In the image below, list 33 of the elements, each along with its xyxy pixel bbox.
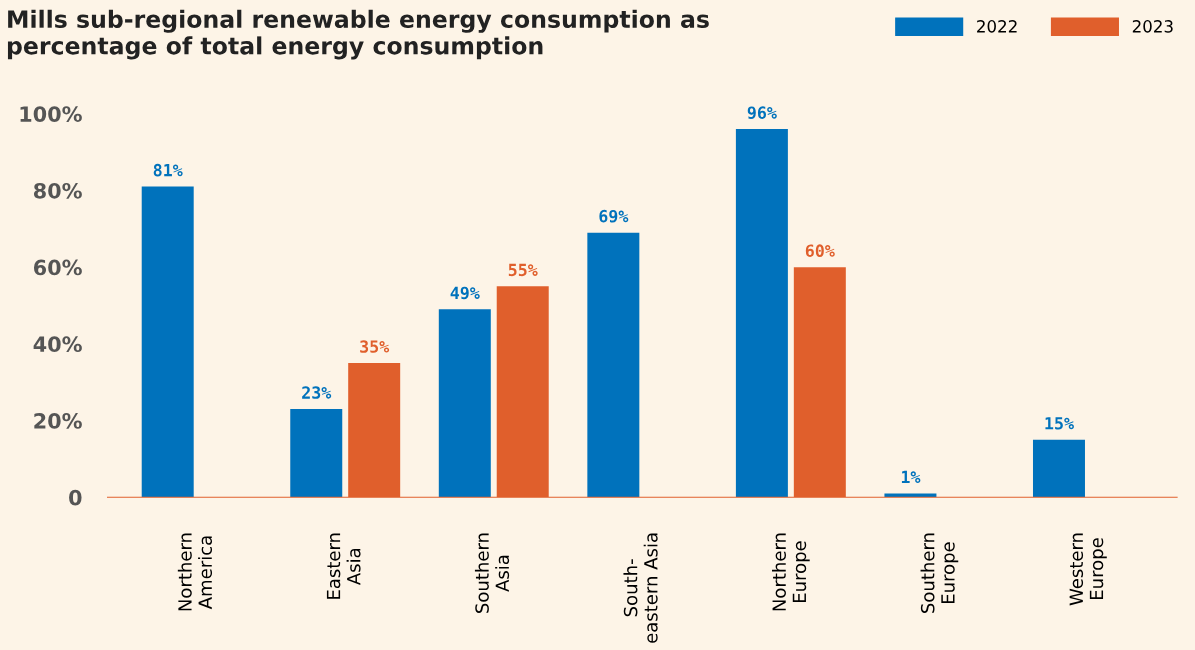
data-label: 49% (450, 286, 480, 300)
x-tick-label: Southern Europe (920, 533, 959, 613)
x-tick-label: Western Europe (1069, 533, 1107, 606)
legend-label: 2022 (977, 20, 1017, 33)
data-label: 69% (599, 209, 629, 223)
y-tick-label: 100% (20, 106, 82, 122)
x-tick-label: South- eastern Asia (623, 533, 658, 643)
x-tick-label: Northern Europe (772, 533, 810, 611)
data-label: 96% (747, 106, 777, 119)
data-label: 81% (153, 163, 183, 177)
chart-title: Mills sub-regional renewable energy consumption as percentage of total energy consumption (7, 9, 709, 60)
x-tick-label: Eastern Asia (326, 533, 361, 599)
x-tick-label: Southern Asia (474, 533, 510, 613)
bar (290, 409, 343, 498)
bar (438, 309, 491, 498)
data-label: 35% (360, 340, 390, 353)
y-tick-label: 0 (69, 489, 82, 506)
y-tick-label: 60% (33, 259, 82, 276)
y-tick-label: 80% (33, 182, 82, 199)
y-tick-label: 40% (33, 336, 82, 353)
bar (141, 186, 194, 498)
y-tick-label: 20% (34, 413, 82, 429)
bar (1032, 439, 1085, 498)
bar (735, 129, 788, 498)
data-label: 23% (302, 386, 332, 399)
bar (587, 232, 640, 498)
data-label: 55% (508, 263, 538, 277)
data-label: 60% (805, 244, 835, 257)
legend-label: 2023 (1132, 20, 1173, 33)
data-label: 1% (901, 470, 921, 483)
x-tick-label: Northern America (177, 533, 213, 611)
data-label: 15% (1045, 417, 1074, 430)
bar (884, 493, 937, 498)
